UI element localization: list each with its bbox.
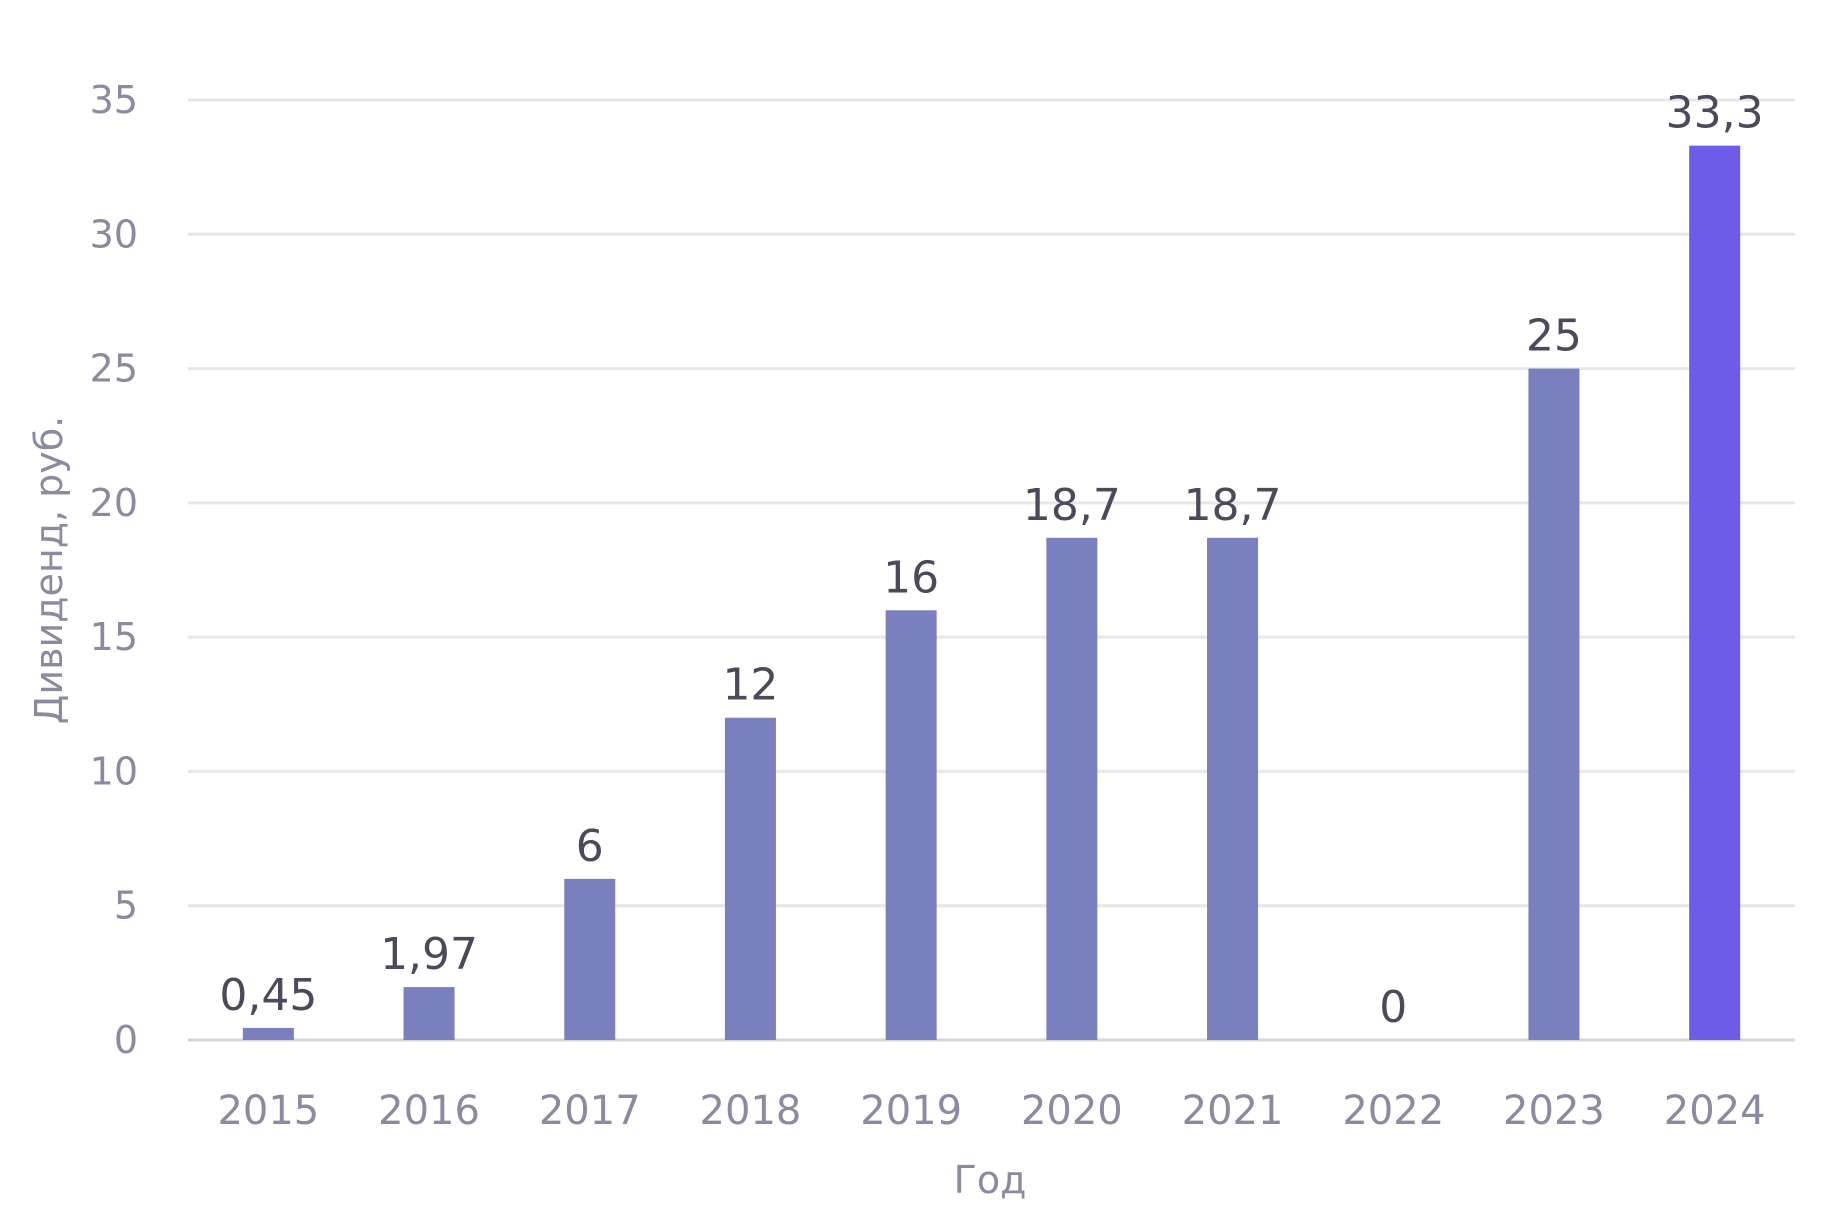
x-tick-label-2023: 2023	[1503, 1088, 1605, 1134]
y-tick-label: 0	[114, 1018, 138, 1062]
x-tick-label-2022: 2022	[1342, 1088, 1444, 1134]
grid-layer	[188, 98, 1795, 1042]
y-tick-label: 35	[90, 78, 138, 122]
y-tick-label: 15	[90, 615, 138, 659]
y-axis-title: Дивиденд, руб.	[27, 416, 71, 725]
y-tick-label: 20	[90, 481, 138, 525]
bar-2016	[403, 987, 455, 1040]
x-tick-label-2015: 2015	[217, 1088, 319, 1134]
bar-2015	[242, 1027, 294, 1040]
data-label-2017: 6	[576, 821, 604, 872]
bar-2017	[564, 878, 616, 1040]
data-label-2019: 16	[883, 552, 939, 603]
data-label-2022: 0	[1379, 982, 1407, 1033]
bar-2023	[1528, 368, 1580, 1041]
y-tick-label: 5	[114, 884, 138, 928]
bar-2024	[1689, 145, 1741, 1040]
y-tick-label: 25	[90, 347, 138, 391]
y-tick-label: 30	[90, 212, 138, 256]
data-label-2015: 0,45	[219, 970, 317, 1021]
data-label-2016: 1,97	[380, 929, 478, 980]
x-tick-label-2019: 2019	[860, 1088, 962, 1134]
x-tick-label-2021: 2021	[1182, 1088, 1284, 1134]
bar-2018	[724, 717, 776, 1040]
data-label-2023: 25	[1526, 311, 1582, 362]
x-tick-label-2017: 2017	[539, 1088, 641, 1134]
x-tick-label-2016: 2016	[378, 1088, 480, 1134]
y-tick-label: 10	[90, 749, 138, 793]
x-tick-label-2020: 2020	[1021, 1088, 1123, 1134]
bar-2019	[885, 610, 937, 1040]
data-label-2020: 18,7	[1023, 480, 1121, 531]
bar-2020	[1046, 537, 1098, 1040]
x-tick-label-2018: 2018	[700, 1088, 802, 1134]
data-label-2024: 33,3	[1666, 88, 1764, 139]
data-label-2021: 18,7	[1184, 480, 1282, 531]
label-layer: 0 5 10 15 20 25 30 35 0,45 2015 1,97 2016 6 2017 12 201…	[90, 78, 1766, 1134]
bar-2021	[1207, 537, 1259, 1040]
bar-layer	[242, 145, 1741, 1041]
x-tick-label-2024: 2024	[1664, 1088, 1766, 1134]
x-axis-title: Год	[954, 1158, 1027, 1202]
data-label-2018: 12	[722, 660, 778, 711]
